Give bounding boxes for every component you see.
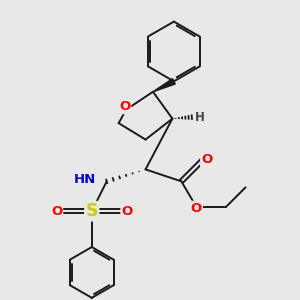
Text: O: O — [201, 153, 212, 167]
Text: O: O — [51, 205, 62, 218]
Text: O: O — [119, 100, 130, 113]
Text: H: H — [195, 111, 205, 124]
Text: S: S — [85, 202, 98, 220]
Text: HN: HN — [74, 173, 96, 186]
Text: O: O — [191, 202, 202, 215]
Text: O: O — [122, 205, 133, 218]
Polygon shape — [153, 79, 175, 92]
